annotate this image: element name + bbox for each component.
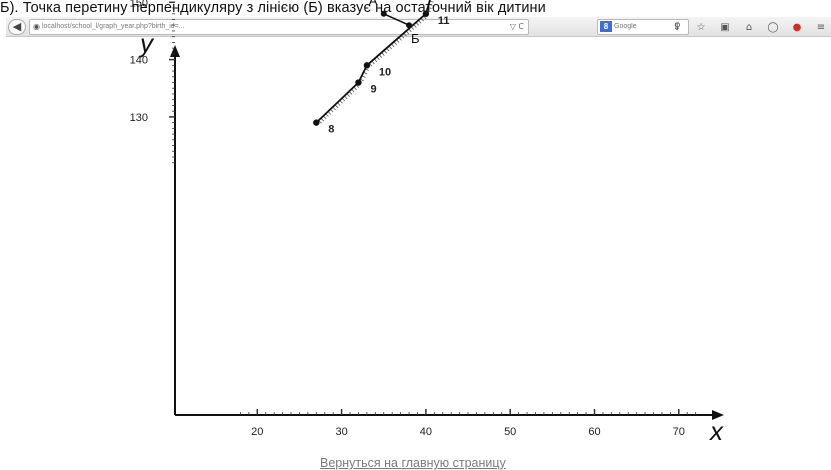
x-tick-label: 30: [335, 426, 347, 438]
toolbar-icons: ⇓ ☆ ▣ ⌂ ◯ ● ≡: [660, 19, 828, 35]
x-axis-title: x: [708, 416, 724, 446]
point-label: 10: [379, 66, 391, 78]
y-tick-label: 140: [130, 55, 148, 67]
search-input[interactable]: [614, 20, 674, 33]
sync-icon[interactable]: ◯: [767, 21, 779, 33]
point-a: [380, 10, 387, 17]
star-icon[interactable]: ☆: [696, 21, 706, 33]
addon-icon[interactable]: ●: [792, 21, 802, 33]
x-tick-label: 50: [504, 426, 516, 438]
google-icon[interactable]: 8: [600, 21, 612, 32]
y-tick-label: 150: [130, 0, 148, 9]
line-hatching: [318, 0, 434, 124]
instruction-caption: Б). Точка перетину перпендикуляру з ліні…: [0, 0, 546, 16]
point-label: 9: [370, 84, 376, 96]
home-icon[interactable]: ⌂: [745, 21, 753, 33]
browser-toolbar: ◀ ◉ localhost/school_l/graph_year.php?bi…: [6, 17, 831, 37]
y-tick-label: 130: [130, 112, 148, 124]
data-point: [422, 10, 430, 17]
y-axis-title: y: [138, 28, 155, 58]
reload-icon[interactable]: ▽ C: [509, 22, 524, 31]
point-b: [406, 22, 413, 29]
data-point: [363, 62, 371, 69]
x-tick-label: 70: [673, 426, 685, 438]
x-tick-label: 20: [251, 426, 263, 438]
x-tick-label: 60: [588, 426, 600, 438]
download-icon[interactable]: ⇓: [672, 21, 682, 33]
perpendicular-line: [383, 13, 410, 26]
search-icon[interactable]: ⚲: [674, 21, 681, 32]
growth-line: [315, 0, 431, 124]
y-axis-arrow: [170, 45, 180, 57]
label-a: А: [369, 0, 378, 8]
x-axis-arrow: [712, 410, 724, 420]
chart-annotations: [380, 10, 413, 29]
globe-icon: ◉: [33, 22, 40, 31]
x-tick-label: 40: [420, 426, 432, 438]
point-label: 8: [328, 124, 334, 136]
chart-axes: [170, 45, 724, 420]
chart-labels: xy13014015016017018020304050607089101112…: [130, 0, 724, 446]
label-b: Б: [411, 31, 420, 46]
library-icon[interactable]: ▣: [720, 21, 730, 33]
point-label: 11: [438, 15, 450, 27]
back-to-main-link[interactable]: Вернуться на главную страницу: [320, 456, 506, 470]
data-point: [313, 119, 320, 126]
menu-icon[interactable]: ≡: [816, 21, 826, 33]
chart-ticks: [169, 1, 697, 415]
back-arrow-icon[interactable]: ◀: [8, 18, 26, 35]
search-bar[interactable]: 8 ⚲: [597, 18, 689, 35]
chart-series: [313, 0, 431, 126]
data-point: [355, 79, 362, 86]
url-text[interactable]: localhost/school_l/graph_year.php?birth_…: [41, 23, 185, 30]
